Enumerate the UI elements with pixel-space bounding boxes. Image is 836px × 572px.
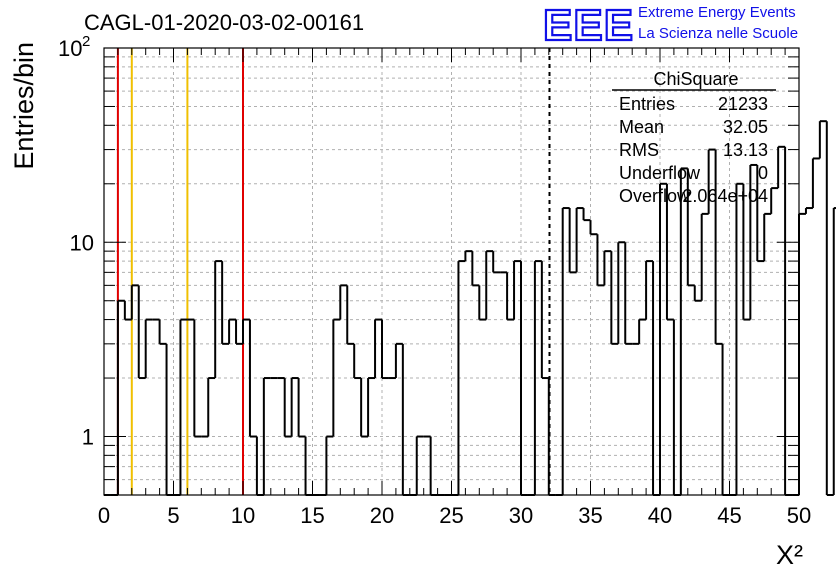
y-tick-label: 10 (58, 36, 82, 61)
x-tick-label: 25 (439, 503, 463, 528)
stats-label-underflow: Underflow (619, 163, 701, 183)
logo-line-1: Extreme Energy Events (638, 4, 796, 21)
stats-header: ChiSquare (653, 69, 738, 89)
y-tick-label-exponent: 2 (82, 33, 90, 50)
stats-label-mean: Mean (619, 117, 664, 137)
y-axis-label: Entries/bin (9, 42, 39, 170)
x-tick-label: 15 (300, 503, 324, 528)
x-tick-label: 45 (717, 503, 741, 528)
stats-label-rms: RMS (619, 140, 659, 160)
x-tick-label: 5 (167, 503, 179, 528)
x-tick-label: 35 (578, 503, 602, 528)
stats-value-rms: 13.13 (723, 140, 768, 160)
eee-logo-mark: EEE (542, 0, 634, 51)
y-tick-label: 10 (70, 230, 94, 255)
stats-value-overflow: 2.064e+04 (682, 186, 768, 206)
x-tick-label: 30 (509, 503, 533, 528)
stats-value-underflow: 0 (758, 163, 768, 183)
chart-title: CAGL-01-2020-03-02-00161 (84, 10, 365, 35)
stats-value-entries: 21233 (718, 94, 768, 114)
x-tick-label: 40 (648, 503, 672, 528)
logo-line-2: La Scienza nelle Scuole (638, 25, 799, 42)
x-tick-label: 10 (231, 503, 255, 528)
stats-label-overflow: Overflow (619, 186, 691, 206)
eee-logo-text: EEE (543, 2, 634, 44)
eee-logo: EEE (542, 0, 635, 51)
x-tick-label: 50 (787, 503, 811, 528)
x-axis-label: X² (776, 540, 803, 570)
x-tick-label: 20 (370, 503, 394, 528)
stats-label-entries: Entries (619, 94, 675, 114)
x-tick-label: 0 (98, 503, 110, 528)
stats-value-mean: 32.05 (723, 117, 768, 137)
y-tick-label: 1 (82, 425, 94, 450)
